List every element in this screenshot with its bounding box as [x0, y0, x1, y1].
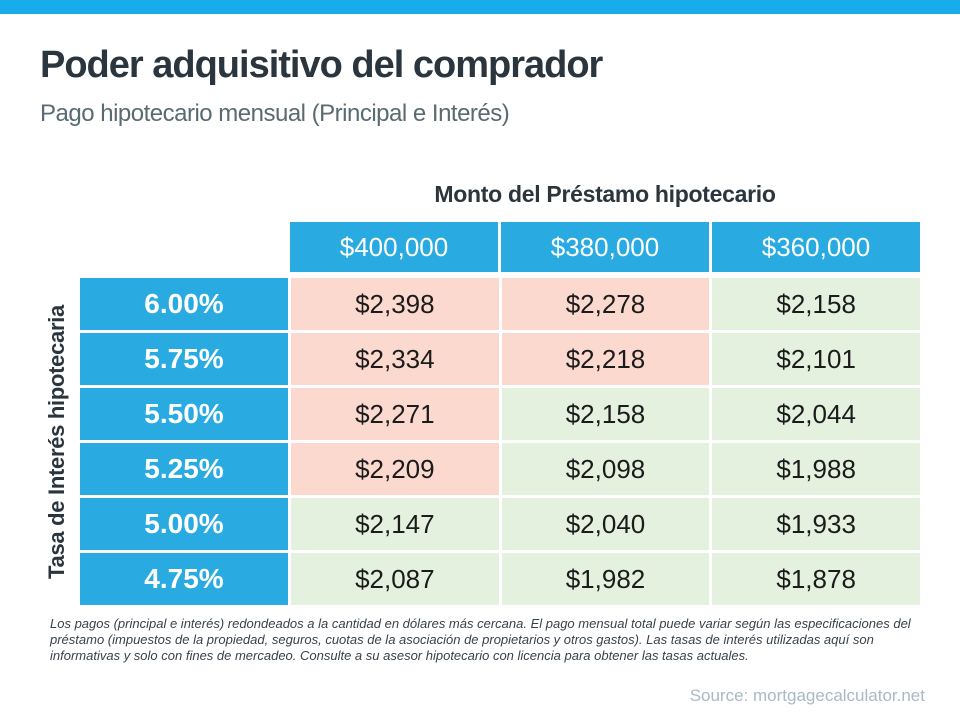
payment-cell: $2,278 — [501, 278, 710, 330]
rate-header-cell: 6.00% — [80, 278, 288, 330]
top-accent-bar — [0, 0, 960, 14]
column-axis-title: Monto del Préstamo hipotecario — [434, 181, 776, 207]
row-axis-label: Tasa de Interés hipotecaria — [44, 304, 69, 579]
payment-cell: $2,271 — [291, 388, 499, 440]
source-credit: Source: mortgagecalculator.net — [689, 686, 925, 705]
footnote: Los pagos (principal e interés) redondea… — [50, 616, 911, 663]
loan-amount-header-cell: $380,000 — [501, 222, 709, 272]
payment-cell: $2,098 — [501, 443, 710, 495]
payment-cell: $1,988 — [712, 443, 920, 495]
payment-cell: $2,147 — [291, 498, 499, 550]
payment-cell: $2,101 — [712, 333, 920, 385]
payment-cell: $1,982 — [501, 553, 710, 605]
page-subtitle: Pago hipotecario mensual (Principal e In… — [40, 100, 510, 127]
rate-header-cell: 5.75% — [80, 333, 288, 385]
rate-header-cell: 5.00% — [80, 498, 288, 550]
page-title: Poder adquisitivo del comprador — [40, 44, 603, 86]
payment-cell: $2,334 — [291, 333, 499, 385]
payment-cell: $2,158 — [712, 278, 920, 330]
loan-amount-header-cell: $360,000 — [712, 222, 920, 272]
payment-cell: $2,218 — [501, 333, 710, 385]
payment-cell: $2,040 — [501, 498, 710, 550]
payment-cell: $2,209 — [291, 443, 499, 495]
rate-header-cell: 5.50% — [80, 388, 288, 440]
payment-cell: $2,398 — [291, 278, 499, 330]
payment-cell: $2,087 — [291, 553, 499, 605]
loan-amount-header-row: $400,000 $380,000 $360,000 — [290, 222, 920, 272]
payment-cell: $1,933 — [712, 498, 920, 550]
rate-header-cell: 5.25% — [80, 443, 288, 495]
payment-table: 6.00% $2,398 $2,278 $2,158 5.75% $2,334 $2,218… — [80, 278, 920, 605]
payment-cell: $1,878 — [712, 553, 920, 605]
loan-amount-header-cell: $400,000 — [290, 222, 498, 272]
rate-header-cell: 4.75% — [80, 553, 288, 605]
payment-cell: $2,044 — [712, 388, 920, 440]
row-axis-title: Tasa de Interés hipotecaria — [34, 278, 80, 605]
payment-cell: $2,158 — [501, 388, 710, 440]
